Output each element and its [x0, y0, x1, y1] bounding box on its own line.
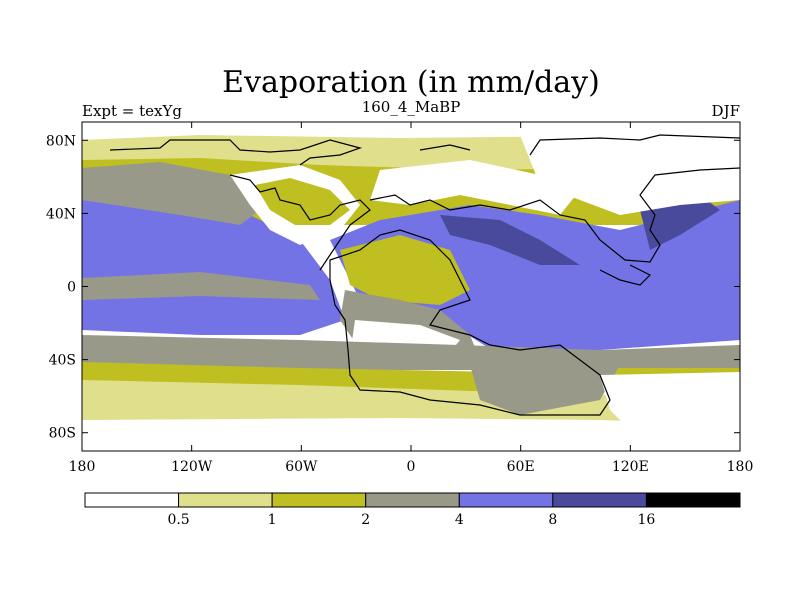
colorbar-label: 16	[638, 512, 656, 528]
colorbar-label: 1	[268, 512, 277, 528]
field-east-dark	[640, 195, 720, 250]
field-tethys-dark	[440, 215, 580, 265]
lon-tick-label: 120E	[612, 459, 649, 475]
experiment-label: Expt = texYg	[82, 102, 182, 120]
longitude-axis: 180 120W 60W 0 60E 120E 180	[69, 122, 754, 475]
season-label: DJF	[712, 102, 740, 120]
colorbar-label: 8	[548, 512, 557, 528]
colorbar-swatch	[458, 492, 554, 508]
colorbar-swatch	[645, 492, 741, 508]
coastline-north-america	[229, 174, 371, 271]
field-antarctic-grey	[470, 360, 620, 415]
colorbar-swatch	[552, 492, 647, 508]
colorbar-swatch	[84, 492, 180, 508]
lat-tick-label: 0	[67, 280, 76, 296]
field-asia-white	[520, 135, 740, 215]
latitude-axis: 80N 40N 0 40S 80S	[46, 133, 740, 442]
field-south-grey	[82, 335, 740, 370]
lon-tick-label: 180	[69, 459, 96, 475]
map-title: Evaporation (in mm/day)	[222, 65, 600, 100]
colorbar: 0.5 1 2 4 8 16	[84, 492, 741, 528]
coastline-africa	[329, 229, 611, 416]
lat-tick-label: 40N	[46, 206, 76, 222]
colorbar-swatch	[365, 492, 460, 508]
period-label: 160_4_MaBP	[362, 98, 461, 116]
colorbar-label: 0.5	[167, 512, 189, 528]
lon-tick-label: 180	[727, 459, 754, 475]
coastline-pangea-north	[369, 167, 740, 263]
coastline-east-asia	[599, 264, 652, 286]
coastline-arctic	[109, 134, 740, 166]
lon-tick-label: 120W	[171, 459, 213, 475]
field-south-pole-white	[82, 418, 740, 451]
field-pacific-grey-strip	[82, 272, 320, 300]
field-north-america-yellow	[255, 178, 350, 225]
lat-tick-label: 80S	[49, 426, 76, 442]
lon-tick-label: 60W	[285, 459, 318, 475]
lat-tick-label: 80N	[46, 133, 76, 149]
field-north-pacific-grey	[82, 168, 260, 225]
colorbar-swatch	[271, 492, 367, 508]
colorbar-swatch	[178, 492, 273, 508]
field-africa-yellow	[340, 235, 470, 305]
colorbar-label: 2	[361, 512, 370, 528]
colorbar-label: 4	[455, 512, 464, 528]
field-pangea-white	[370, 160, 580, 215]
map-field	[82, 122, 740, 451]
lon-tick-label: 0	[407, 459, 416, 475]
lon-tick-label: 60E	[507, 459, 535, 475]
lat-tick-label: 40S	[49, 353, 76, 369]
